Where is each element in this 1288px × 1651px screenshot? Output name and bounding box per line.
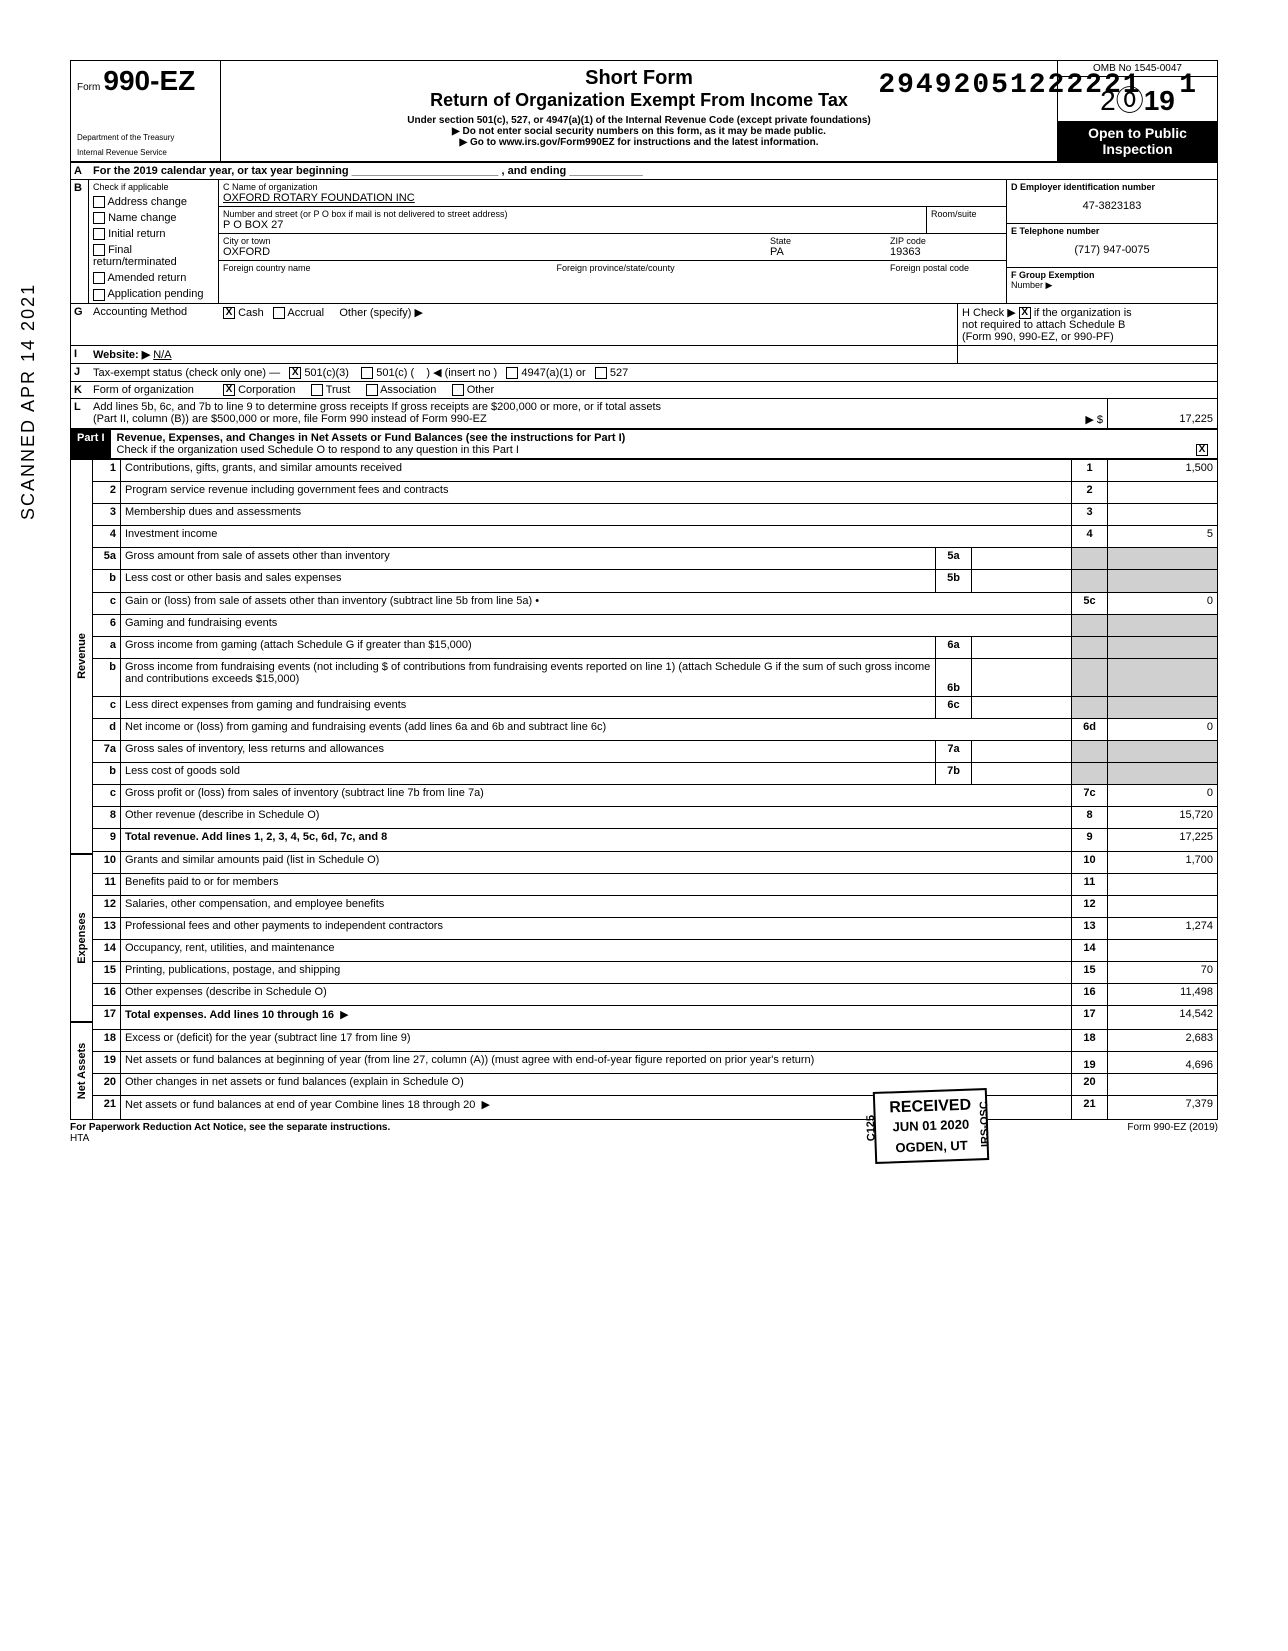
gross-receipts: 17,225 [1107, 399, 1217, 428]
check-501c3[interactable]: X [289, 367, 301, 379]
check-address-change[interactable] [93, 196, 105, 208]
street: P O BOX 27 [223, 219, 922, 231]
check-assoc[interactable] [366, 384, 378, 396]
check-other-org[interactable] [452, 384, 464, 396]
phone: (717) 947-0075 [1011, 244, 1213, 256]
check-initial-return[interactable] [93, 228, 105, 240]
check-h[interactable]: X [1019, 307, 1031, 319]
dln-number: 29492051222221 1 [878, 70, 1198, 101]
check-trust[interactable] [311, 384, 323, 396]
ein: 47-3823183 [1011, 200, 1213, 212]
check-4947[interactable] [506, 367, 518, 379]
row-a: For the 2019 calendar year, or tax year … [89, 163, 1217, 179]
check-final-return[interactable] [93, 244, 105, 256]
lines-table: 1Contributions, gifts, grants, and simil… [92, 459, 1218, 1120]
check-527[interactable] [595, 367, 607, 379]
check-corp[interactable]: X [223, 384, 235, 396]
check-accrual[interactable] [273, 307, 285, 319]
check-501c[interactable] [361, 367, 373, 379]
received-stamp: C125 RECEIVED JUN 01 2020 OGDEN, UT IRS-… [873, 1088, 989, 1164]
check-cash[interactable]: X [223, 307, 235, 319]
scanned-stamp: SCANNED APR 14 2021 [18, 283, 39, 520]
org-name: OXFORD ROTARY FOUNDATION INC [223, 192, 1002, 204]
check-name-change[interactable] [93, 212, 105, 224]
check-schedule-o[interactable]: X [1196, 444, 1208, 456]
check-app-pending[interactable] [93, 289, 105, 301]
part-i-label: Part I [71, 430, 111, 458]
check-amended[interactable] [93, 272, 105, 284]
